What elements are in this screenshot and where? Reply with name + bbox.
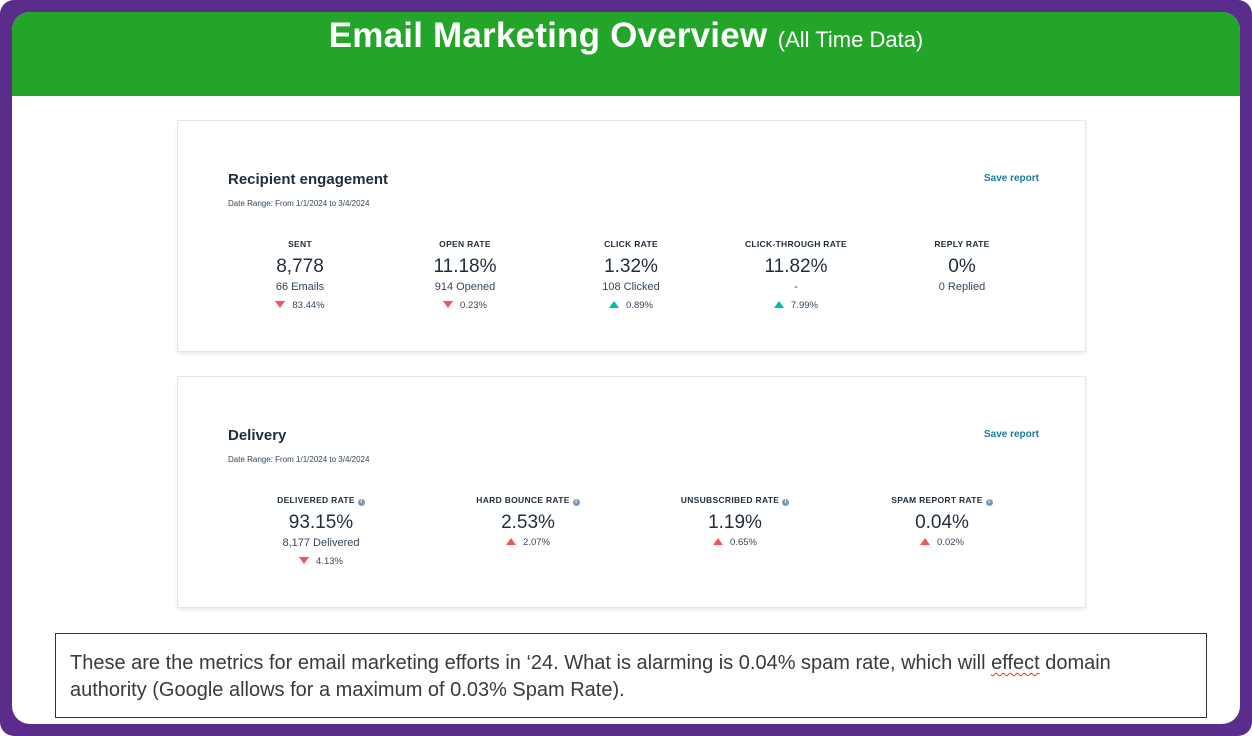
change-value: 0.02% — [937, 537, 964, 548]
metric-change: 0.65% — [650, 537, 820, 548]
up-arrow-icon — [609, 301, 620, 308]
metric-value: 2.53% — [501, 512, 555, 533]
change-value: 2.07% — [523, 537, 550, 548]
metric-label-text: SPAM REPORT RATE — [891, 495, 983, 505]
metric-change: 2.07% — [443, 537, 613, 548]
metric-label: SENT — [288, 239, 312, 249]
down-arrow-icon — [443, 301, 454, 308]
metric-value: 1.19% — [708, 512, 762, 533]
metric-detail: 108 Clicked — [602, 281, 660, 293]
metric-sent: SENT 8,778 66 Emails 83.44% — [215, 239, 385, 311]
metric-spam-report-rate: SPAM REPORT RATE i 0.04% 0.02% — [857, 495, 1027, 548]
card-title: Recipient engagement — [228, 171, 389, 188]
metric-label-text: UNSUBSCRIBED RATE — [680, 495, 780, 505]
banner-subtitle: (All Time Data) — [777, 27, 924, 52]
delivery-card: Delivery Date Range: From 1/1/2024 to 3/… — [177, 376, 1086, 608]
metric-detail: 0 Replied — [938, 281, 986, 293]
down-arrow-icon — [299, 557, 310, 564]
metric-change: 0.89% — [546, 300, 716, 311]
note-text-before: These are the metrics for email marketin… — [70, 652, 992, 674]
metric-click-rate: CLICK RATE 1.32% 108 Clicked 0.89% — [546, 239, 716, 311]
metric-value: 11.82% — [764, 256, 828, 277]
metric-value: 0% — [948, 256, 976, 277]
metric-delivered-rate: DELIVERED RATE i 93.15% 8,177 Delivered 4… — [236, 495, 406, 567]
metric-detail: - — [794, 281, 798, 293]
metric-value: 11.18% — [433, 256, 497, 277]
info-icon[interactable]: i — [985, 499, 993, 506]
metric-value: 0.04% — [915, 512, 969, 533]
save-report-link[interactable]: Save report — [983, 173, 1039, 184]
metric-detail: 66 Emails — [275, 281, 325, 293]
info-icon[interactable]: i — [782, 499, 790, 506]
commentary-textbox[interactable]: These are the metrics for email marketin… — [55, 633, 1207, 718]
slide-canvas: Email Marketing Overview (All Time Data)… — [12, 12, 1240, 724]
metric-label-text: HARD BOUNCE RATE — [476, 495, 570, 505]
note-text-after: domain authority (Google allows for a ma… — [70, 652, 1111, 701]
recipient-engagement-card: Recipient engagement Date Range: From 1/… — [177, 120, 1086, 352]
spellcheck-flagged-word: effect — [991, 652, 1040, 674]
change-value: 0.89% — [626, 300, 653, 311]
metric-unsubscribed-rate: UNSUBSCRIBED RATE i 1.19% 0.65% — [650, 495, 820, 548]
metric-detail: 914 Opened — [434, 281, 496, 293]
metric-value: 8,778 — [276, 256, 324, 277]
date-range: Date Range: From 1/1/2024 to 3/4/2024 — [228, 455, 370, 464]
metric-label: CLICK-THROUGH RATE — [744, 239, 848, 249]
metric-label: SPAM REPORT RATE i — [857, 495, 1027, 507]
banner-title: Email Marketing Overview — [328, 16, 768, 55]
metric-label: REPLY RATE — [934, 239, 990, 249]
info-icon[interactable]: i — [572, 499, 580, 506]
metric-hard-bounce-rate: HARD BOUNCE RATE i 2.53% 2.07% — [443, 495, 613, 548]
up-arrow-icon — [713, 538, 724, 545]
metric-change: 0.23% — [380, 300, 550, 311]
up-arrow-icon — [506, 538, 517, 545]
metric-change: 83.44% — [215, 300, 385, 311]
metric-value: 1.32% — [604, 256, 658, 277]
change-value: 83.44% — [292, 300, 325, 311]
save-report-link[interactable]: Save report — [983, 429, 1039, 440]
change-value: 4.13% — [316, 556, 343, 567]
change-value: 0.23% — [460, 300, 487, 311]
metric-change: 7.99% — [711, 300, 881, 311]
card-title: Delivery — [228, 427, 287, 444]
change-value: 7.99% — [791, 300, 818, 311]
metric-detail: 8,177 Delivered — [282, 537, 360, 549]
metric-label: CLICK RATE — [604, 239, 658, 249]
metric-change: 4.13% — [236, 556, 406, 567]
banner-title-line: Email Marketing Overview (All Time Data) — [12, 16, 1240, 56]
metric-reply-rate: REPLY RATE 0% 0 Replied — [877, 239, 1047, 296]
info-icon[interactable]: i — [357, 499, 365, 506]
metric-label: OPEN RATE — [439, 239, 491, 249]
metric-label-text: DELIVERED RATE — [277, 495, 355, 505]
date-range: Date Range: From 1/1/2024 to 3/4/2024 — [228, 199, 370, 208]
metric-open-rate: OPEN RATE 11.18% 914 Opened 0.23% — [380, 239, 550, 311]
metric-label: DELIVERED RATE i — [236, 495, 406, 507]
metric-label: HARD BOUNCE RATE i — [443, 495, 613, 507]
metric-value: 93.15% — [288, 512, 354, 533]
metric-change: 0.02% — [857, 537, 1027, 548]
title-banner: Email Marketing Overview (All Time Data) — [12, 12, 1240, 96]
down-arrow-icon — [275, 301, 286, 308]
metric-click-through-rate: CLICK-THROUGH RATE 11.82% - 7.99% — [711, 239, 881, 311]
metric-label: UNSUBSCRIBED RATE i — [650, 495, 820, 507]
up-arrow-icon — [774, 301, 785, 308]
change-value: 0.65% — [730, 537, 757, 548]
up-arrow-icon — [920, 538, 931, 545]
